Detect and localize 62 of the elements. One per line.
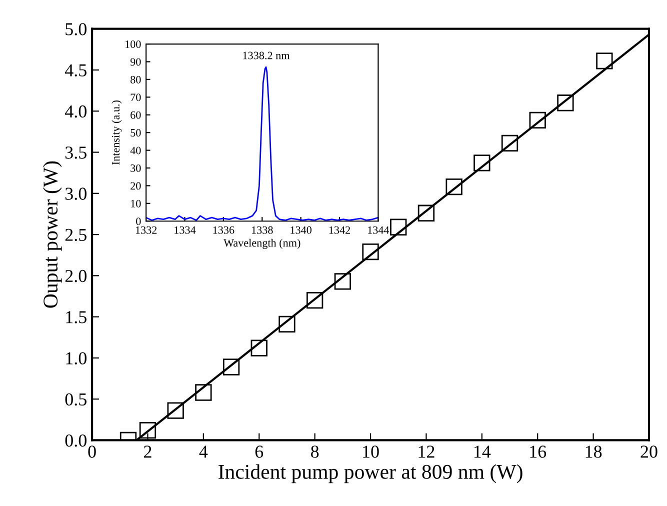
x-tick-label: 1342 — [329, 226, 350, 234]
y-tick-label: 70 — [130, 94, 141, 102]
y-tick-label: 1.5 — [66, 311, 86, 324]
x-tick-label: 4 — [199, 446, 208, 458]
point — [222, 358, 240, 376]
y-tick-label: 5.0 — [66, 23, 86, 36]
y-tick-label: 90 — [130, 58, 141, 66]
y-tick-label: 100 — [126, 40, 141, 48]
point — [195, 384, 212, 401]
x-tick-label: 20 — [640, 446, 658, 458]
y-tick-label: 3.5 — [65, 146, 86, 159]
y-tick-label: 2.0 — [65, 270, 86, 282]
y-tick-label: 80 — [130, 76, 141, 84]
y-tick-label: 0.5 — [65, 393, 86, 406]
x-tick-label: 2 — [144, 446, 152, 458]
point — [334, 273, 352, 290]
x-tick-label: 12 — [418, 446, 434, 458]
y-tick-label: 2.5 — [65, 228, 86, 242]
x-tick-label: 0 — [88, 446, 96, 458]
y-tick-label: 1.0 — [66, 352, 86, 364]
y-tick-label: 30 — [130, 164, 141, 172]
point — [362, 243, 379, 260]
y-tick-label: 60 — [130, 111, 141, 119]
x-tick-label: 1340 — [290, 226, 312, 234]
x-tick-label: 1338 — [252, 226, 273, 234]
y-tick-label: 4.5 — [64, 64, 86, 76]
point — [446, 178, 462, 196]
y-tick-label: 0 — [136, 218, 141, 226]
x-tick-label: 16 — [530, 446, 546, 458]
y-axis-title: Ouput power (W) — [42, 161, 62, 308]
x-axis-title: Incident pump power at 809 nm (W) — [218, 464, 522, 484]
x-tick-label: 1332 — [136, 226, 157, 234]
annotation: 1338.2 nm — [243, 52, 290, 60]
x-tick-label: 8 — [311, 446, 319, 458]
x-tick-label: 10 — [363, 446, 379, 458]
x-tick-label: 18 — [586, 446, 602, 458]
point — [139, 422, 156, 439]
x-tick-label: 14 — [474, 446, 491, 458]
point — [250, 340, 268, 356]
point — [557, 94, 574, 112]
point — [418, 204, 435, 222]
y-tick-label: 4.0 — [64, 105, 86, 118]
point — [596, 52, 613, 70]
point — [529, 112, 546, 128]
point — [306, 292, 324, 309]
point — [501, 134, 518, 152]
point — [390, 218, 407, 236]
x-tick-label: 1336 — [213, 226, 234, 234]
x-tick-label: 1334 — [174, 226, 196, 234]
y-tick-label: 10 — [131, 200, 141, 208]
point — [167, 402, 184, 419]
y-axis-title: Intensity (a.u.) — [112, 100, 122, 165]
y-tick-label: 0.0 — [65, 434, 86, 447]
y-tick-label: 50 — [130, 129, 141, 137]
point — [474, 154, 490, 172]
y-tick-label: 40 — [130, 146, 141, 154]
x-tick-label: 6 — [255, 446, 264, 458]
y-tick-label: 3.0 — [65, 188, 86, 200]
y-tick-label: 20 — [130, 182, 141, 190]
x-tick-label: 1344 — [368, 226, 390, 234]
x-axis-title: Wavelength (nm) — [224, 238, 300, 249]
point — [278, 316, 296, 333]
